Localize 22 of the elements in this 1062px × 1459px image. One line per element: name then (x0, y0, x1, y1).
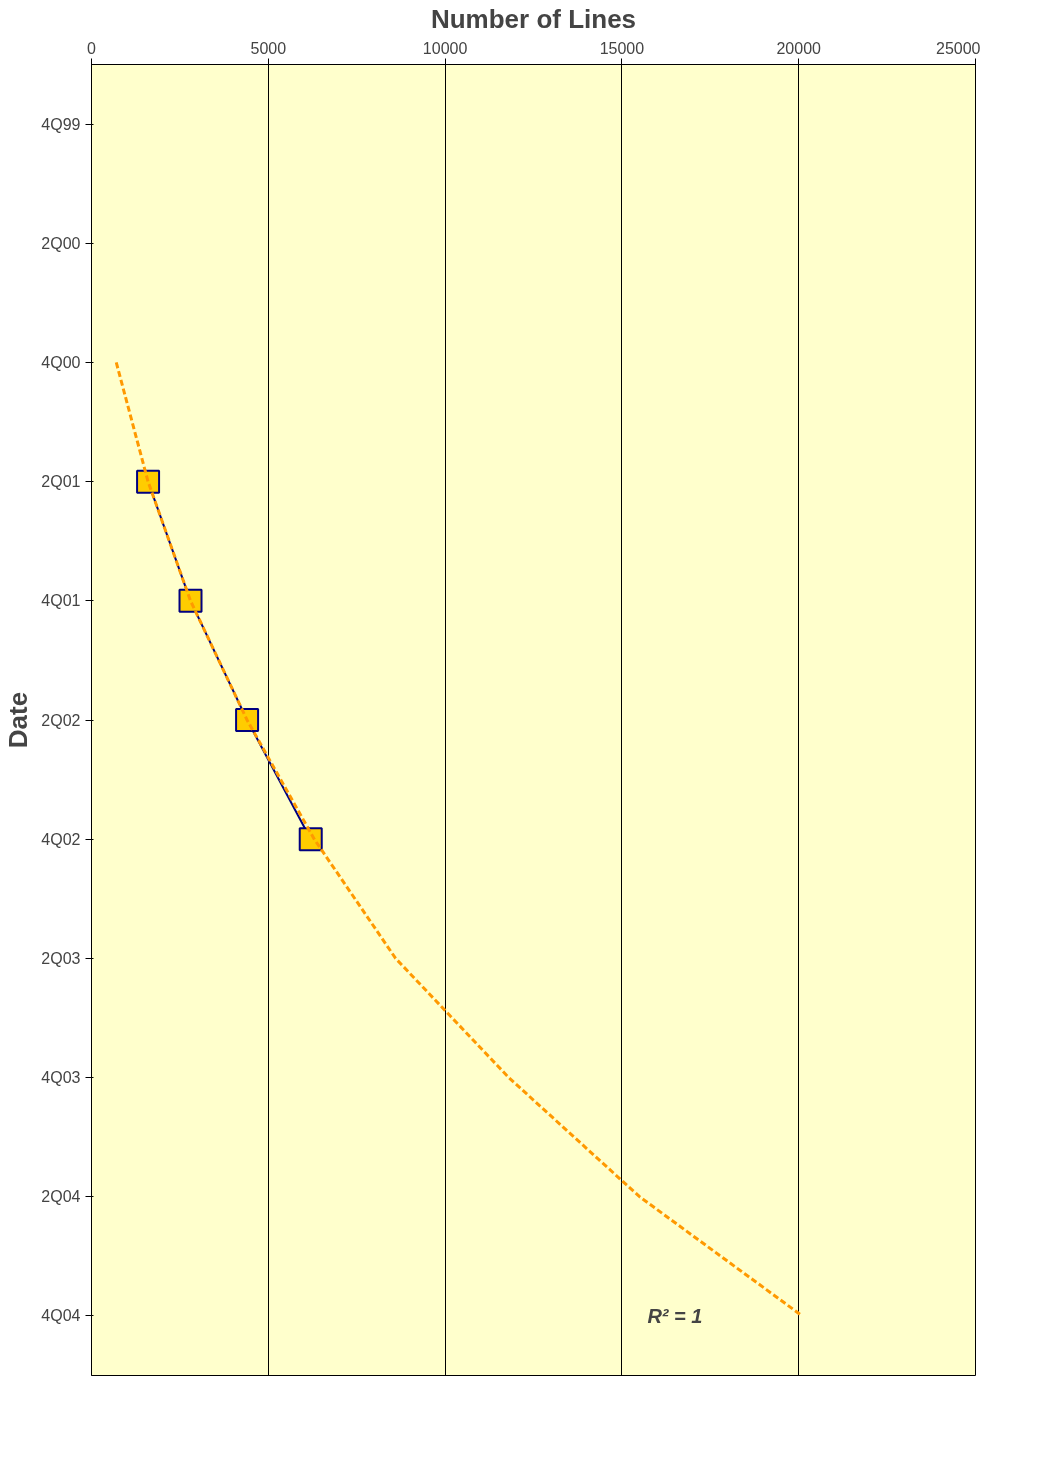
y-tick-label: 2Q04 (41, 1188, 81, 1206)
y-tick-label: 2Q03 (41, 949, 81, 967)
y-tick-label: 4Q03 (41, 1069, 81, 1087)
x-axis-title: Number of Lines (430, 3, 637, 34)
x-tick-label: 25000 (936, 39, 981, 57)
y-tick-label: 4Q00 (41, 353, 81, 371)
y-axis-title: Date (3, 691, 34, 749)
annotation: R² = 1 (647, 1304, 703, 1327)
point (136, 469, 161, 494)
x-tick-label: 15000 (599, 39, 645, 57)
y-tick-label: 2Q00 (41, 234, 81, 252)
y-tick-label: 4Q02 (41, 830, 81, 848)
x-tick-label: 10000 (422, 39, 468, 57)
x-tick-label: 0 (87, 39, 97, 57)
y-tick-label: 4Q01 (41, 592, 81, 610)
y-tick-label: 4Q04 (41, 1307, 81, 1325)
y-tick-label: 4Q99 (41, 115, 81, 133)
y-tick-label: 2Q02 (41, 711, 81, 729)
x-tick-label: 20000 (776, 39, 822, 57)
x-tick-label: 5000 (250, 39, 287, 57)
y-tick-label: 2Q01 (41, 473, 81, 491)
point (178, 588, 203, 613)
